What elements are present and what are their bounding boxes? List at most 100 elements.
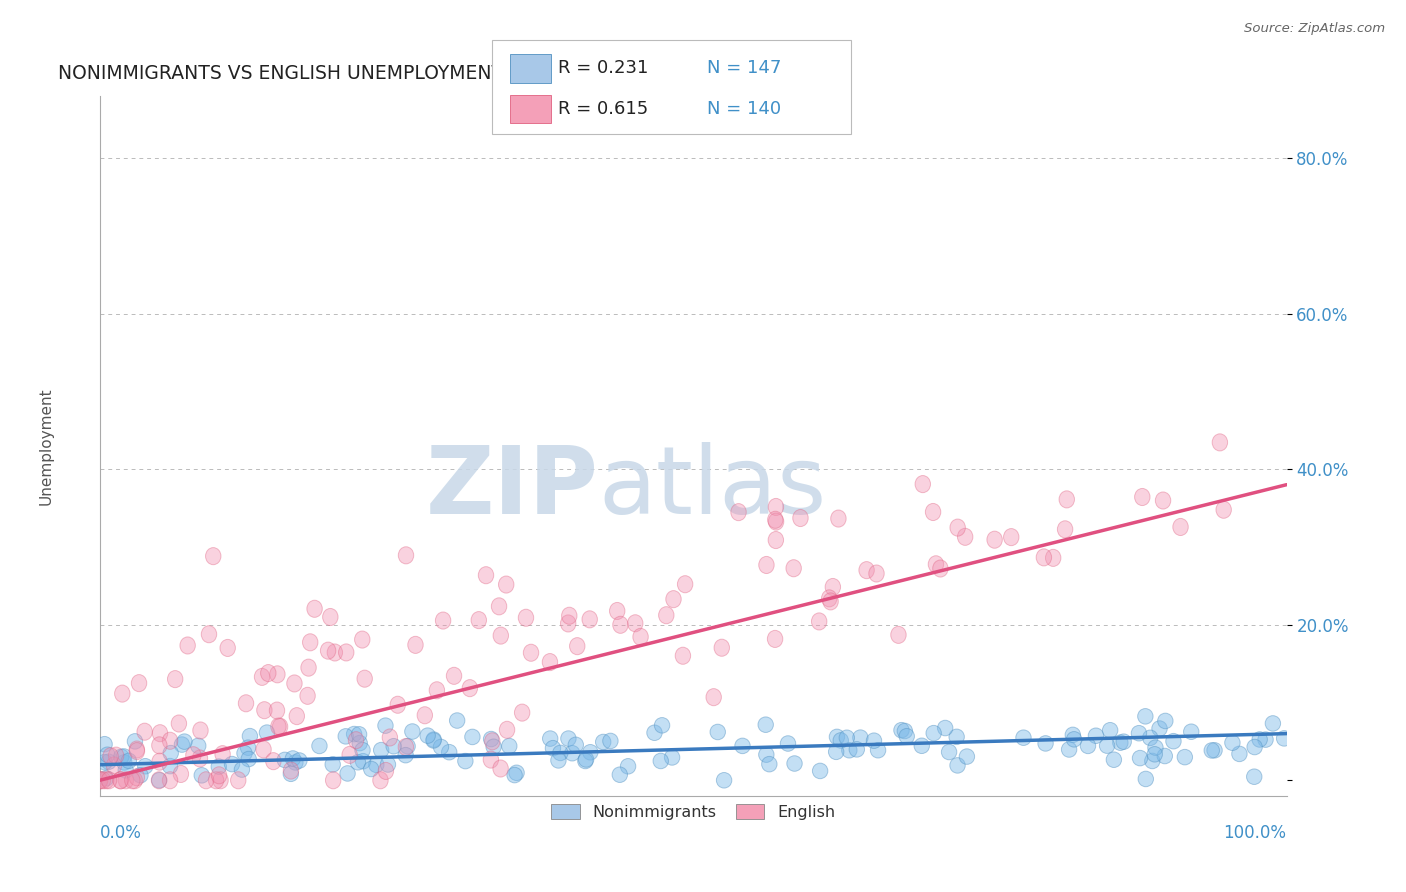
Ellipse shape — [441, 745, 457, 760]
Ellipse shape — [426, 732, 441, 748]
Ellipse shape — [1046, 549, 1062, 566]
Ellipse shape — [339, 644, 354, 661]
Ellipse shape — [561, 615, 576, 632]
Ellipse shape — [1156, 492, 1171, 509]
Ellipse shape — [103, 747, 118, 764]
Ellipse shape — [768, 511, 783, 528]
Ellipse shape — [322, 608, 337, 625]
Ellipse shape — [987, 531, 1002, 549]
Ellipse shape — [949, 729, 965, 745]
Ellipse shape — [508, 767, 522, 783]
Ellipse shape — [129, 769, 145, 786]
Ellipse shape — [849, 741, 865, 757]
Ellipse shape — [654, 717, 669, 733]
Ellipse shape — [1059, 491, 1074, 508]
Ellipse shape — [831, 510, 846, 527]
Ellipse shape — [277, 752, 292, 768]
Ellipse shape — [114, 685, 129, 702]
Ellipse shape — [1004, 529, 1019, 546]
Ellipse shape — [290, 707, 305, 724]
Ellipse shape — [256, 741, 271, 758]
Ellipse shape — [735, 738, 751, 754]
Ellipse shape — [193, 750, 208, 767]
Ellipse shape — [131, 674, 146, 691]
Ellipse shape — [502, 739, 517, 754]
Ellipse shape — [240, 751, 256, 767]
Ellipse shape — [932, 560, 948, 577]
Ellipse shape — [98, 772, 114, 789]
Ellipse shape — [211, 759, 226, 774]
Ellipse shape — [283, 766, 298, 781]
Ellipse shape — [136, 723, 152, 740]
Ellipse shape — [270, 665, 285, 683]
Ellipse shape — [1066, 727, 1081, 743]
Ellipse shape — [342, 747, 357, 764]
Ellipse shape — [603, 733, 619, 748]
Ellipse shape — [346, 726, 361, 742]
Ellipse shape — [127, 772, 142, 789]
Text: ZIP: ZIP — [425, 442, 598, 533]
Ellipse shape — [494, 760, 509, 777]
Ellipse shape — [114, 749, 129, 764]
Ellipse shape — [98, 771, 114, 786]
Ellipse shape — [786, 559, 801, 577]
Ellipse shape — [173, 765, 188, 782]
Ellipse shape — [950, 519, 966, 536]
Ellipse shape — [236, 746, 252, 761]
Ellipse shape — [162, 772, 177, 789]
Ellipse shape — [491, 598, 506, 615]
Ellipse shape — [828, 744, 844, 760]
Ellipse shape — [780, 736, 796, 751]
Ellipse shape — [193, 722, 208, 739]
Ellipse shape — [494, 627, 509, 644]
Ellipse shape — [257, 702, 273, 719]
Ellipse shape — [191, 738, 205, 754]
Ellipse shape — [325, 756, 340, 772]
Ellipse shape — [283, 762, 298, 779]
Ellipse shape — [350, 755, 366, 770]
Ellipse shape — [463, 680, 478, 697]
Ellipse shape — [1247, 739, 1263, 755]
Ellipse shape — [101, 772, 117, 789]
Ellipse shape — [1135, 489, 1150, 506]
Ellipse shape — [117, 748, 132, 764]
Ellipse shape — [717, 772, 731, 788]
Ellipse shape — [1177, 749, 1192, 765]
Ellipse shape — [870, 742, 886, 758]
Text: Unemployment: Unemployment — [39, 387, 53, 505]
Ellipse shape — [830, 729, 845, 745]
Ellipse shape — [231, 772, 246, 789]
Text: 0.0%: 0.0% — [100, 824, 142, 842]
Ellipse shape — [578, 753, 593, 769]
Ellipse shape — [340, 765, 356, 781]
Ellipse shape — [519, 609, 534, 626]
Ellipse shape — [1225, 735, 1240, 750]
Ellipse shape — [1204, 743, 1219, 758]
Text: atlas: atlas — [598, 442, 827, 533]
Ellipse shape — [842, 742, 858, 758]
Ellipse shape — [678, 575, 693, 593]
Ellipse shape — [811, 613, 827, 630]
Ellipse shape — [706, 689, 721, 706]
Ellipse shape — [839, 730, 855, 746]
Ellipse shape — [352, 726, 367, 742]
Ellipse shape — [942, 744, 957, 760]
Ellipse shape — [928, 556, 943, 573]
Ellipse shape — [484, 731, 499, 747]
Ellipse shape — [132, 767, 148, 783]
Ellipse shape — [1080, 738, 1095, 754]
Ellipse shape — [652, 753, 668, 769]
Ellipse shape — [609, 602, 624, 620]
Ellipse shape — [957, 528, 973, 545]
Ellipse shape — [450, 713, 465, 729]
Ellipse shape — [1132, 750, 1147, 766]
Ellipse shape — [215, 746, 231, 763]
Ellipse shape — [152, 737, 167, 754]
Ellipse shape — [118, 763, 134, 778]
Text: NONIMMIGRANTS VS ENGLISH UNEMPLOYMENT CORRELATION CHART: NONIMMIGRANTS VS ENGLISH UNEMPLOYMENT CO… — [58, 64, 713, 83]
Ellipse shape — [768, 631, 783, 648]
Ellipse shape — [564, 746, 579, 761]
Ellipse shape — [1038, 736, 1053, 751]
Ellipse shape — [832, 732, 848, 748]
Ellipse shape — [1062, 742, 1077, 757]
